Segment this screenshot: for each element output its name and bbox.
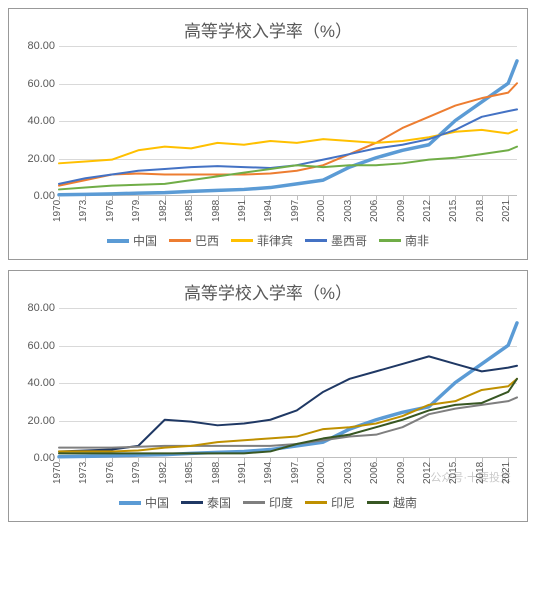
legend-swatch: [243, 501, 265, 504]
chart-panel-1: 高等学校入学率（%） 0.00 20.00 40.00 60.00 80.00 1970 19…: [8, 270, 528, 522]
x-tick-label: 2012: [422, 200, 433, 222]
x-tick-label: 1973: [78, 200, 89, 222]
plot-area: 0.0020.0040.0060.0080.001970197319761979…: [59, 308, 517, 488]
x-tick-label: 1970: [52, 462, 63, 484]
legend-label: 印度: [269, 494, 293, 511]
legend-swatch: [107, 239, 129, 243]
x-tick-label: 2006: [369, 462, 380, 484]
legend-label: 中国: [133, 232, 157, 249]
x-tick-label: 1985: [184, 462, 195, 484]
x-tick-label: 1997: [290, 200, 301, 222]
x-tick-label: 1994: [263, 200, 274, 222]
y-tick-label: 0.00: [11, 452, 55, 464]
x-tick-label: 2009: [396, 462, 407, 484]
legend-label: 墨西哥: [331, 232, 367, 249]
x-tick-label: 2012: [422, 462, 433, 484]
legend-label: 泰国: [207, 494, 231, 511]
legend-item: 菲律宾: [231, 232, 293, 249]
x-tick-label: 1976: [105, 200, 116, 222]
x-tick-label: 1970: [52, 200, 63, 222]
legend-swatch: [367, 501, 389, 504]
legend-item: 墨西哥: [305, 232, 367, 249]
x-tick-label: 2003: [343, 200, 354, 222]
x-tick-label: 1997: [290, 462, 301, 484]
legend: 中国 泰国 印度 印尼 越南: [9, 488, 527, 521]
y-tick-label: 0.00: [11, 190, 55, 202]
legend-label: 中国: [145, 494, 169, 511]
legend-item: 泰国: [181, 494, 231, 511]
y-tick-label: 60.00: [11, 340, 55, 352]
x-tick-label: 2018: [475, 200, 486, 222]
y-tick-label: 40.00: [11, 377, 55, 389]
legend-label: 印尼: [331, 494, 355, 511]
legend-label: 巴西: [195, 232, 219, 249]
x-tick-label: 2021: [501, 462, 512, 484]
series-line: [59, 83, 517, 185]
legend-item: 印度: [243, 494, 293, 511]
plot-area: 0.0020.0040.0060.0080.001970197319761979…: [59, 46, 517, 226]
legend-item: 越南: [367, 494, 417, 511]
x-tick-label: 1988: [211, 462, 222, 484]
legend-label: 菲律宾: [257, 232, 293, 249]
legend-swatch: [169, 239, 191, 242]
legend-label: 越南: [393, 494, 417, 511]
legend: 中国 巴西 菲律宾 墨西哥 南非: [9, 226, 527, 259]
lines-svg: [59, 46, 517, 195]
x-tick-label: 1973: [78, 462, 89, 484]
y-tick-label: 20.00: [11, 153, 55, 165]
y-tick-label: 40.00: [11, 115, 55, 127]
x-tick-label: 2003: [343, 462, 354, 484]
x-tick-label: 2009: [396, 200, 407, 222]
x-tick-label: 1994: [263, 462, 274, 484]
x-tick-label: 2015: [448, 200, 459, 222]
x-tick-label: 1991: [237, 200, 248, 222]
x-tick-label: 1985: [184, 200, 195, 222]
y-tick-label: 80.00: [11, 40, 55, 52]
legend-item: 中国: [119, 494, 169, 511]
x-tick-label: 2018: [475, 462, 486, 484]
series-line: [59, 397, 517, 447]
y-tick-label: 60.00: [11, 78, 55, 90]
x-tick-label: 1991: [237, 462, 248, 484]
x-tick-label: 2015: [448, 462, 459, 484]
legend-swatch: [305, 501, 327, 504]
series-line: [59, 109, 517, 184]
chart-panel-0: 高等学校入学率（%） 0.00 20.00 40.00 60.00 80.00 1970 19…: [8, 8, 528, 260]
x-tick-label: 1976: [105, 462, 116, 484]
lines-svg: [59, 308, 517, 457]
legend-item: 南非: [379, 232, 429, 249]
legend-item: 巴西: [169, 232, 219, 249]
chart-title: 高等学校入学率（%）: [9, 9, 527, 46]
y-tick-label: 20.00: [11, 415, 55, 427]
legend-label: 南非: [405, 232, 429, 249]
legend-swatch: [119, 501, 141, 505]
x-tick-label: 2000: [316, 462, 327, 484]
x-tick-label: 1982: [158, 462, 169, 484]
x-tick-label: 1979: [131, 200, 142, 222]
y-tick-label: 80.00: [11, 302, 55, 314]
x-tick-label: 1979: [131, 462, 142, 484]
legend-swatch: [305, 239, 327, 242]
chart-title: 高等学校入学率（%）: [9, 271, 527, 308]
x-tick-label: 2006: [369, 200, 380, 222]
legend-swatch: [181, 501, 203, 504]
legend-item: 中国: [107, 232, 157, 249]
x-tick-label: 1988: [211, 200, 222, 222]
legend-item: 印尼: [305, 494, 355, 511]
legend-swatch: [231, 239, 253, 242]
x-tick-label: 2000: [316, 200, 327, 222]
x-tick-label: 1982: [158, 200, 169, 222]
legend-swatch: [379, 239, 401, 242]
x-tick-label: 2021: [501, 200, 512, 222]
